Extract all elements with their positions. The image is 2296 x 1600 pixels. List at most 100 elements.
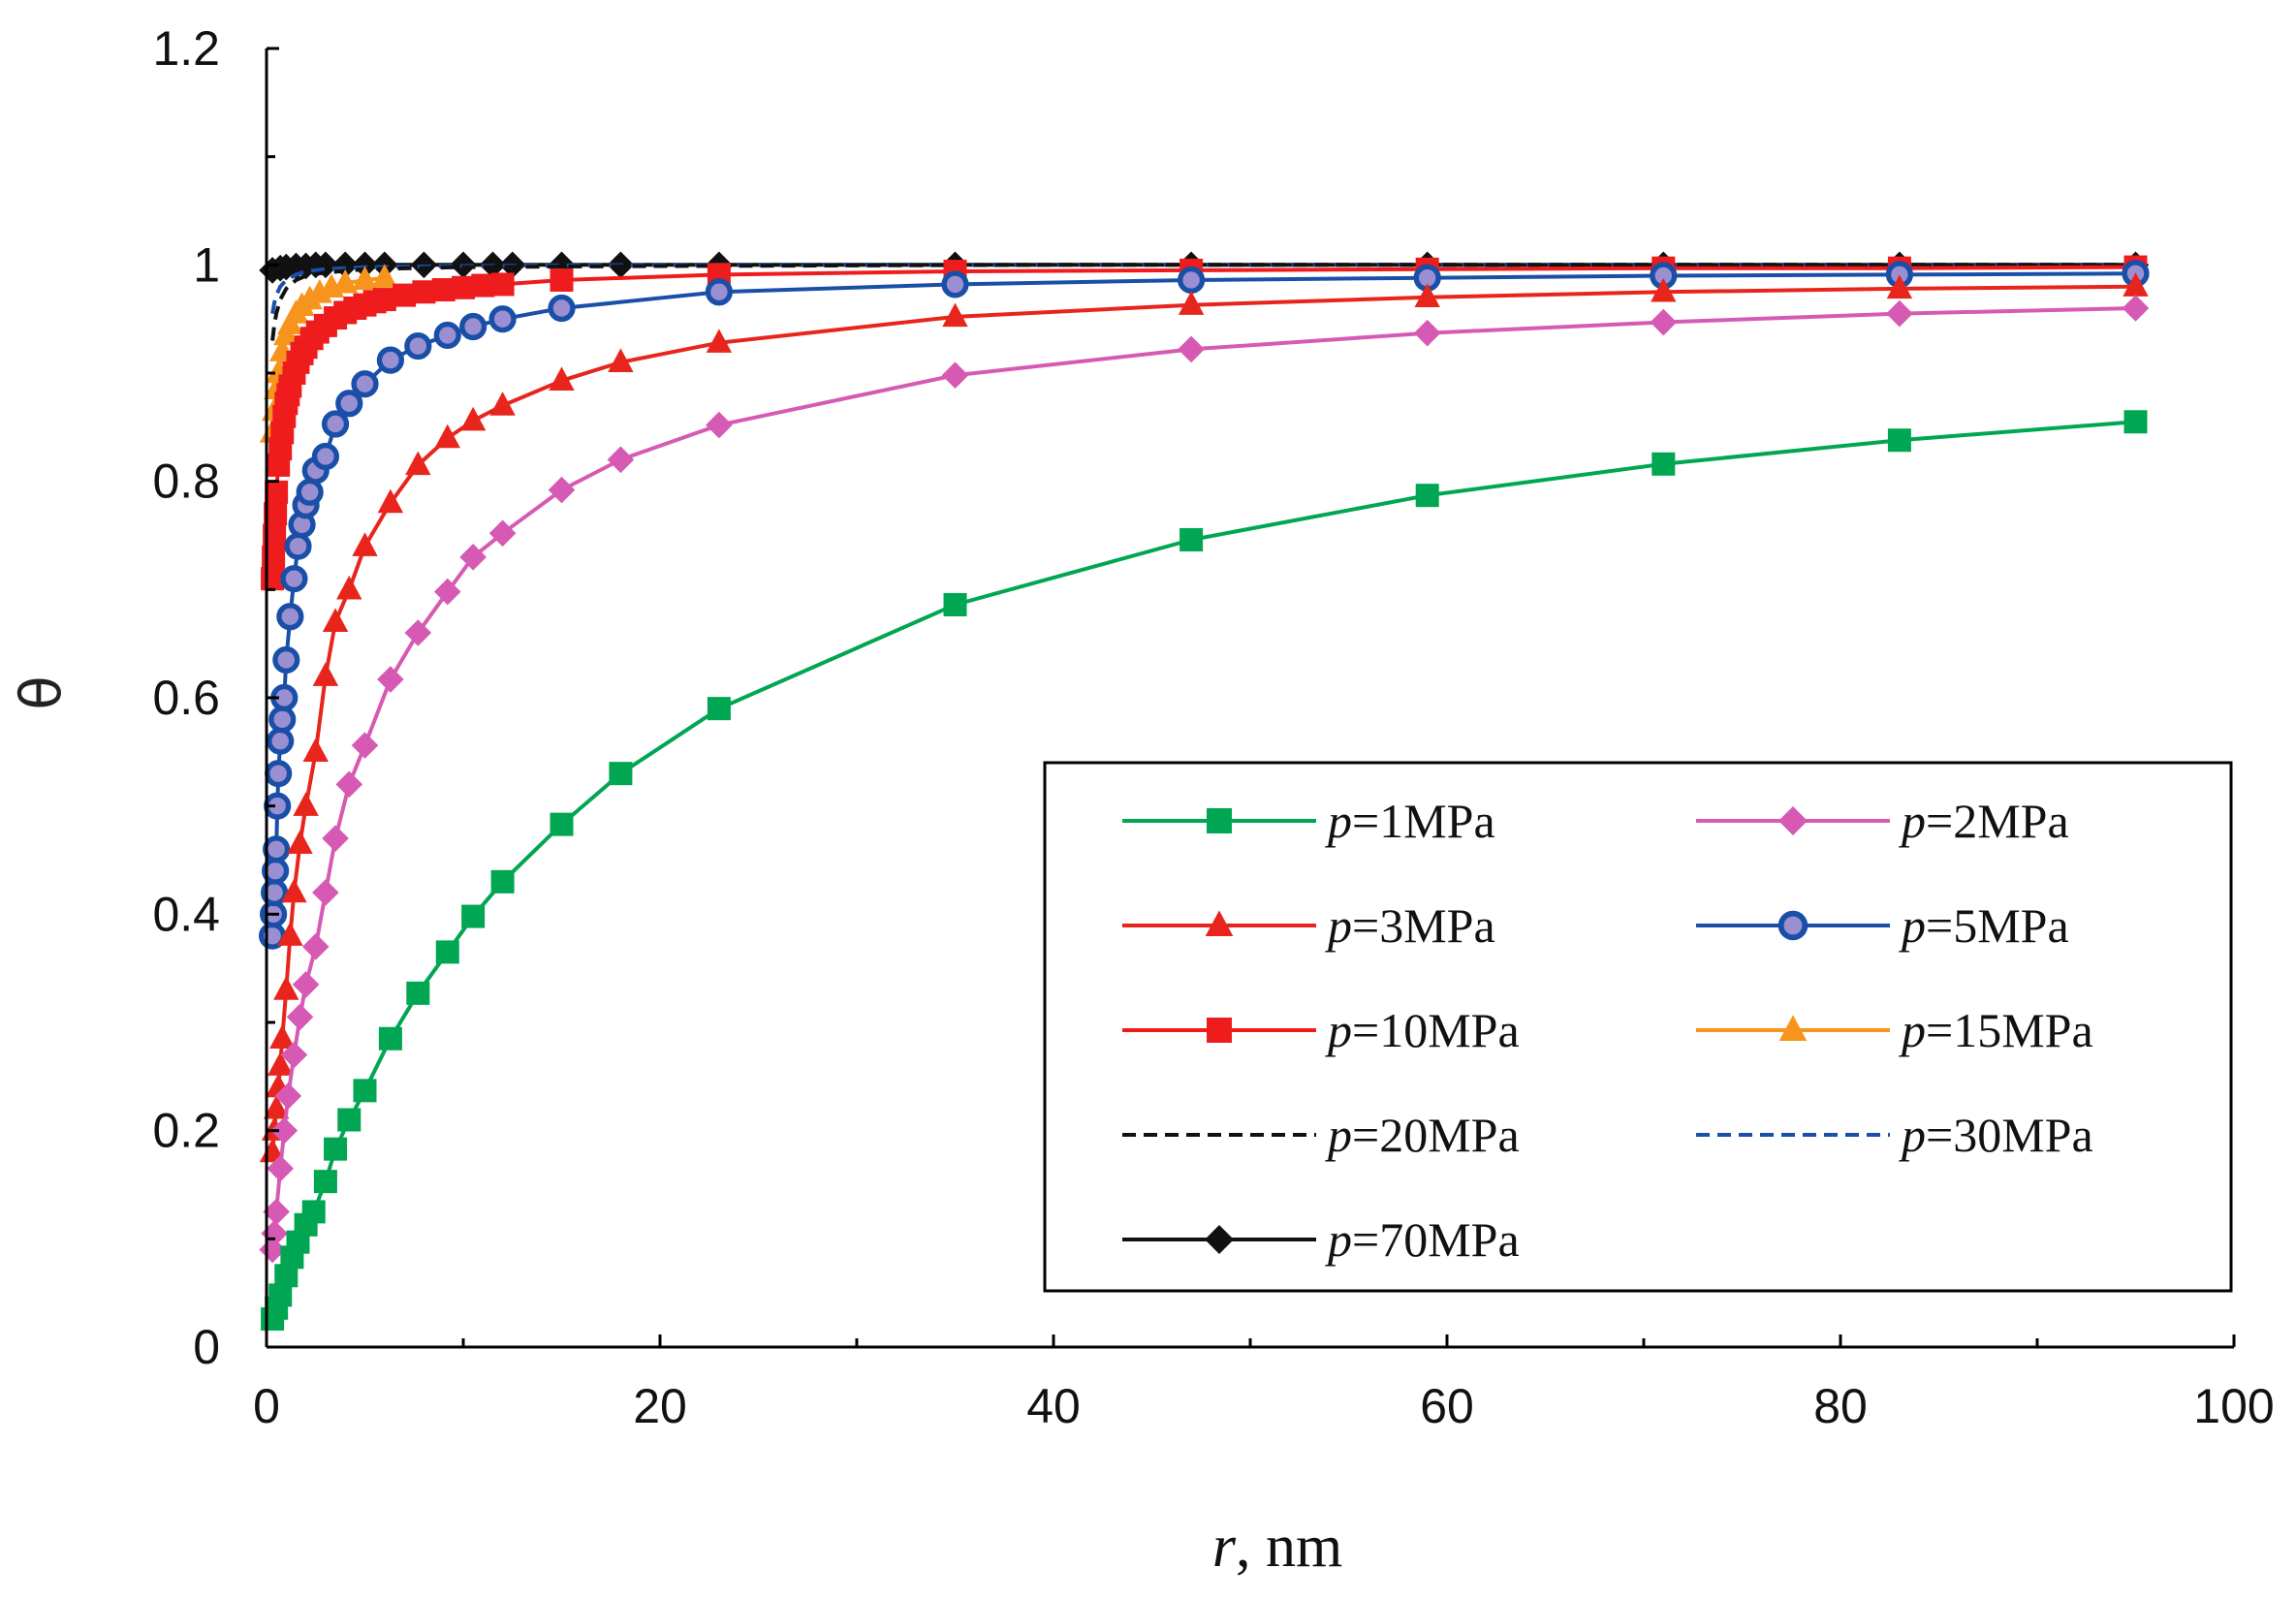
y-tick-label: 0.4 bbox=[152, 887, 220, 941]
data-point bbox=[270, 1116, 299, 1145]
data-point bbox=[263, 835, 291, 863]
data-point bbox=[351, 370, 379, 398]
series-p-5mpa bbox=[258, 260, 2150, 950]
series-p-30mpa bbox=[270, 263, 2136, 314]
data-point bbox=[434, 424, 460, 449]
legend-marker bbox=[1205, 910, 1234, 937]
data-point bbox=[322, 825, 349, 852]
data-point bbox=[707, 697, 731, 721]
legend-label-value: =10MPa bbox=[1352, 1003, 1520, 1057]
data-point bbox=[337, 1108, 362, 1132]
data-point bbox=[471, 273, 495, 298]
data-point bbox=[302, 737, 329, 763]
data-point bbox=[1414, 283, 1440, 308]
data-point bbox=[488, 305, 517, 333]
data-point bbox=[311, 442, 339, 471]
legend-label: p=1MPa bbox=[1325, 794, 1495, 848]
data-point bbox=[608, 348, 634, 373]
data-point bbox=[265, 480, 289, 504]
data-point bbox=[293, 792, 319, 816]
legend-item: p=20MPa bbox=[1122, 1108, 1520, 1162]
data-point bbox=[287, 830, 313, 854]
legend-label-variable: p bbox=[1899, 1108, 1926, 1162]
x-axis-title-variable: r bbox=[1212, 1514, 1237, 1580]
data-point bbox=[550, 812, 574, 836]
legend-label-value: =1MPa bbox=[1352, 794, 1495, 848]
legend-label: p=20MPa bbox=[1325, 1108, 1520, 1162]
legend-label-value: =2MPa bbox=[1926, 794, 2069, 848]
x-tick-label: 40 bbox=[1026, 1379, 1081, 1433]
data-point bbox=[335, 390, 363, 418]
legend-label-variable: p bbox=[1899, 794, 1926, 848]
legend-marker bbox=[1778, 806, 1808, 835]
data-point bbox=[2123, 272, 2149, 297]
data-point bbox=[459, 312, 488, 341]
series-line bbox=[270, 263, 2136, 341]
data-point bbox=[273, 976, 299, 1000]
data-point bbox=[1886, 274, 1913, 299]
data-point bbox=[1651, 452, 1676, 476]
legend-label-value: =70MPa bbox=[1352, 1212, 1520, 1267]
data-point bbox=[943, 592, 967, 616]
data-point bbox=[1886, 299, 1913, 328]
data-point bbox=[267, 1154, 295, 1182]
data-point bbox=[335, 770, 363, 799]
legend-label: p=10MPa bbox=[1325, 1003, 1520, 1057]
data-point bbox=[1415, 484, 1439, 508]
axis-titles: θ r, nm bbox=[8, 675, 1342, 1580]
legend-label-variable: p bbox=[1899, 898, 1926, 953]
data-point bbox=[548, 251, 576, 279]
data-point bbox=[2123, 410, 2148, 434]
legend-item: p=2MPa bbox=[1696, 794, 2069, 848]
legend-marker bbox=[1207, 808, 1232, 833]
data-point bbox=[1651, 277, 1677, 302]
x-tick-label: 80 bbox=[1813, 1379, 1868, 1433]
series-p-2mpa bbox=[259, 295, 2150, 1264]
data-point bbox=[548, 294, 576, 323]
data-point bbox=[281, 878, 307, 903]
data-point bbox=[280, 565, 308, 593]
data-point bbox=[280, 1041, 308, 1069]
data-point bbox=[376, 346, 404, 374]
data-point bbox=[433, 578, 461, 606]
data-point bbox=[1178, 291, 1205, 315]
y-tick-label: 1.2 bbox=[152, 21, 220, 76]
data-point bbox=[261, 1219, 288, 1247]
data-point bbox=[312, 879, 339, 906]
data-point bbox=[301, 1200, 326, 1224]
legend-label: p=3MPa bbox=[1325, 898, 1495, 953]
series-p-20mpa bbox=[270, 263, 2136, 341]
data-point bbox=[371, 264, 397, 288]
data-point bbox=[550, 267, 574, 292]
data-point bbox=[284, 532, 312, 560]
legend-box bbox=[1043, 761, 2233, 1293]
data-point bbox=[265, 760, 293, 788]
x-tick-label: 0 bbox=[253, 1379, 280, 1433]
legend-item: p=5MPa bbox=[1696, 898, 2069, 953]
data-point bbox=[351, 732, 379, 759]
x-axis-title: r, nm bbox=[1212, 1514, 1342, 1580]
data-point bbox=[607, 446, 635, 474]
legend-label-variable: p bbox=[1325, 794, 1352, 848]
data-point bbox=[435, 940, 459, 964]
y-tick-label: 1 bbox=[193, 237, 220, 292]
legend-marker bbox=[1207, 1018, 1232, 1043]
series-layer bbox=[258, 251, 2150, 1331]
series-p-3mpa bbox=[259, 272, 2149, 1163]
data-point bbox=[459, 544, 487, 571]
data-point bbox=[267, 1051, 294, 1076]
data-point bbox=[336, 575, 362, 600]
data-point bbox=[2122, 295, 2150, 322]
legend-label-variable: p bbox=[1899, 1003, 1926, 1057]
data-point bbox=[301, 933, 330, 960]
data-point bbox=[461, 904, 486, 928]
data-point bbox=[1887, 428, 1911, 453]
data-point bbox=[433, 321, 461, 350]
data-point bbox=[292, 971, 320, 998]
legend-item: p=70MPa bbox=[1122, 1212, 1520, 1267]
data-point bbox=[272, 645, 300, 675]
data-point bbox=[313, 1170, 337, 1194]
data-point bbox=[405, 451, 431, 476]
data-point bbox=[277, 922, 303, 946]
